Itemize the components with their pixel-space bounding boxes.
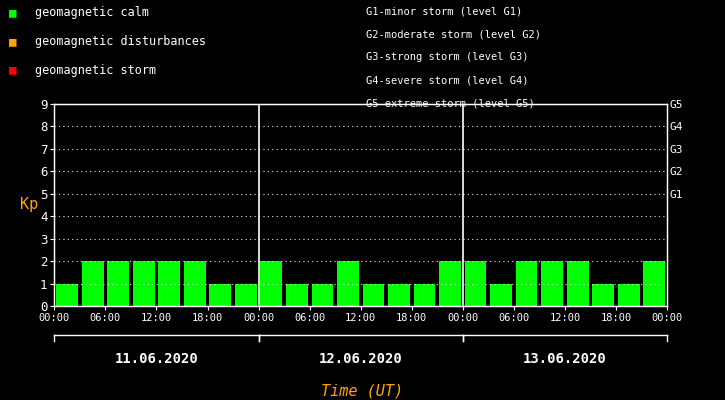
Text: G1-minor storm (level G1): G1-minor storm (level G1) [366,6,523,16]
Text: geomagnetic disturbances: geomagnetic disturbances [35,35,206,48]
Bar [439,261,461,306]
Text: 11.06.2020: 11.06.2020 [115,352,199,366]
Text: ■: ■ [9,35,16,48]
Text: G4-severe storm (level G4): G4-severe storm (level G4) [366,76,529,86]
Y-axis label: Kp: Kp [20,198,38,212]
Bar [643,261,665,306]
Text: G5-extreme storm (level G5): G5-extreme storm (level G5) [366,99,535,109]
Text: geomagnetic calm: geomagnetic calm [35,6,149,19]
Text: geomagnetic storm: geomagnetic storm [35,64,156,77]
Text: G3-strong storm (level G3): G3-strong storm (level G3) [366,52,529,62]
Bar [465,261,486,306]
Text: ■: ■ [9,6,16,19]
Bar [260,261,282,306]
Bar [286,284,307,306]
Bar [210,284,231,306]
Bar [388,284,410,306]
Bar [337,261,359,306]
Bar [362,284,384,306]
Bar [107,261,129,306]
Text: 13.06.2020: 13.06.2020 [523,352,607,366]
Bar [158,261,180,306]
Bar [414,284,435,306]
Bar [133,261,154,306]
Bar [567,261,589,306]
Text: Time (UT): Time (UT) [321,383,404,398]
Bar [542,261,563,306]
Text: G2-moderate storm (level G2): G2-moderate storm (level G2) [366,29,541,39]
Bar [57,284,78,306]
Bar [490,284,512,306]
Bar [515,261,537,306]
Bar [82,261,104,306]
Bar [184,261,206,306]
Bar [235,284,257,306]
Text: ■: ■ [9,64,16,77]
Bar [618,284,639,306]
Text: 12.06.2020: 12.06.2020 [319,352,402,366]
Bar [592,284,614,306]
Bar [312,284,334,306]
